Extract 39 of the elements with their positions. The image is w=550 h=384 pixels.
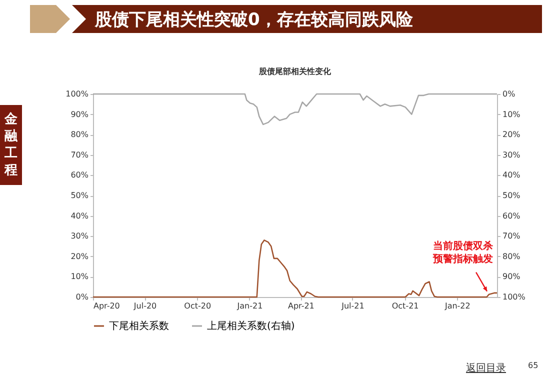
y2-tick-label: 40% [502,170,521,180]
y-tick-label: 10% [70,272,89,282]
x-tick-label: Oct-20 [184,302,212,310]
text: 65 [528,361,538,370]
text: 金融工程 [0,105,22,185]
x-tick-label: Apr-20 [94,302,120,310]
y2-tick-label: 60% [502,211,521,220]
annotation: 当前股债双杀预警指标触发 [432,240,494,266]
y-tick-label: 90% [70,110,89,119]
chart-title: 股债下尾相关性突破0，存在较高同跌风险 [95,9,413,31]
x-tick-label: Apr-21 [288,302,314,310]
y2-tick-label: 50% [502,191,521,200]
y-tick-label: 70% [70,150,89,160]
y-tick-label: 20% [70,252,89,261]
y-tick-label: 0% [76,292,89,302]
x-tick-label: Jan-22 [444,302,470,310]
text: 返回目录 [466,362,506,375]
y-tick-label: 80% [70,130,89,140]
legend-label: 下尾相关系数 [109,320,169,332]
y2-tick-label: 30% [502,150,521,160]
y2-tick-label: 100% [502,292,526,302]
y-tick-label: 50% [70,191,89,200]
y-tick-label: 40% [70,211,89,220]
y2-tick-label: 20% [502,130,521,140]
x-tick-label: Jul-20 [132,302,157,310]
y2-tick-label: 70% [502,232,521,241]
y2-tick-label: 80% [502,252,521,261]
y2-tick-label: 90% [502,272,521,282]
chart-subtitle: 股债尾部相关性变化 [258,66,332,76]
x-tick-label: Jul-21 [340,302,364,310]
y-tick-label: 30% [70,232,89,241]
legend-label: 上尾相关系数(右轴) [207,320,295,332]
y-tick-label: 100% [66,90,89,98]
line-series [92,93,498,126]
y2-tick-label: 10% [502,110,521,119]
x-tick-label: Oct-21 [392,302,419,310]
y2-tick-label: 0% [502,90,516,98]
x-tick-label: Jan-21 [236,302,263,310]
y-tick-label: 60% [70,170,89,180]
